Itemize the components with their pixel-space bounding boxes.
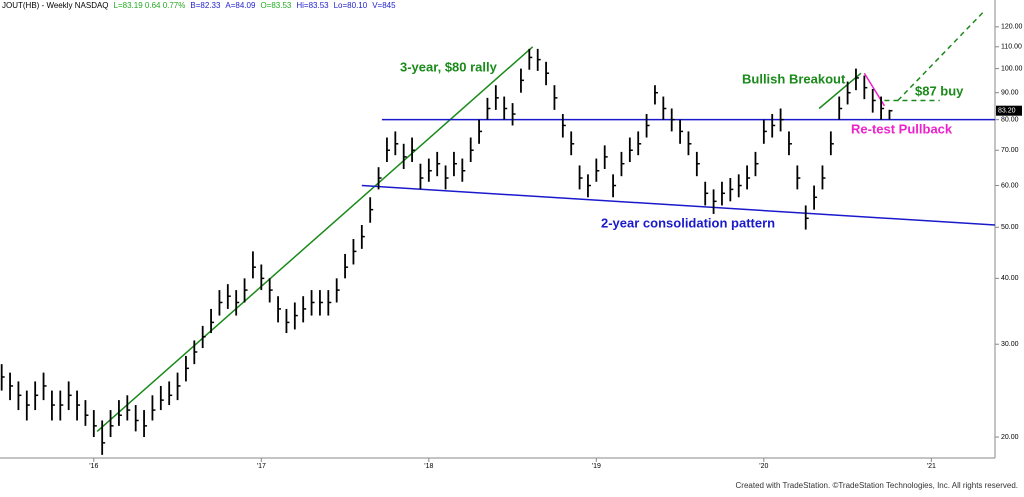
trend-line <box>818 72 862 110</box>
header-text: Hi=83.53 <box>296 1 329 10</box>
y-tick-label: 100.00 <box>1001 65 1023 72</box>
trend-line <box>897 11 984 101</box>
x-tick-label: '18 <box>424 463 433 470</box>
y-tick-label: 60.00 <box>1001 182 1019 189</box>
trend-line <box>361 184 996 226</box>
annotation: $87 buy <box>915 83 964 98</box>
x-tick-label: '17 <box>257 463 266 470</box>
y-tick-label: 30.00 <box>1001 341 1019 348</box>
x-tick-label: '19 <box>592 463 601 470</box>
annotation: Bullish Breakout <box>742 71 846 86</box>
last-price-tag <box>996 105 1022 116</box>
trend-line <box>96 46 534 432</box>
header-text: A=84.09 <box>225 1 256 10</box>
x-tick-label: '20 <box>759 463 768 470</box>
header-text: JOUT(HB) - Weekly NASDAQ <box>2 1 109 10</box>
annotation: 2-year consolidation pattern <box>601 215 775 230</box>
header-text: O=83.53 <box>260 1 291 10</box>
y-tick-label: 50.00 <box>1001 224 1019 231</box>
footer: Created with TradeStation. ©TradeStation… <box>736 481 1019 490</box>
y-tick-label: 110.00 <box>1001 44 1022 51</box>
x-tick-label: '16 <box>89 463 98 470</box>
header-text: V=845 <box>372 1 396 10</box>
header-text: Lo=80.10 <box>334 1 368 10</box>
header-text: L=83.19 0.64 0.77% <box>114 1 186 10</box>
y-tick-label: 40.00 <box>1001 275 1019 282</box>
y-tick-label: 80.00 <box>1001 117 1019 124</box>
x-tick-label: '21 <box>927 463 936 470</box>
y-tick-label: 70.00 <box>1001 147 1019 154</box>
annotation: 3-year, $80 rally <box>400 59 498 74</box>
header-text: B=82.33 <box>190 1 221 10</box>
y-tick-label: 120.00 <box>1001 24 1023 31</box>
annotation: Re-test Pullback <box>851 121 953 136</box>
y-tick-label: 20.00 <box>1001 434 1019 441</box>
last-price-label: 83.20 <box>998 108 1016 115</box>
y-tick-label: 90.00 <box>1001 90 1019 97</box>
